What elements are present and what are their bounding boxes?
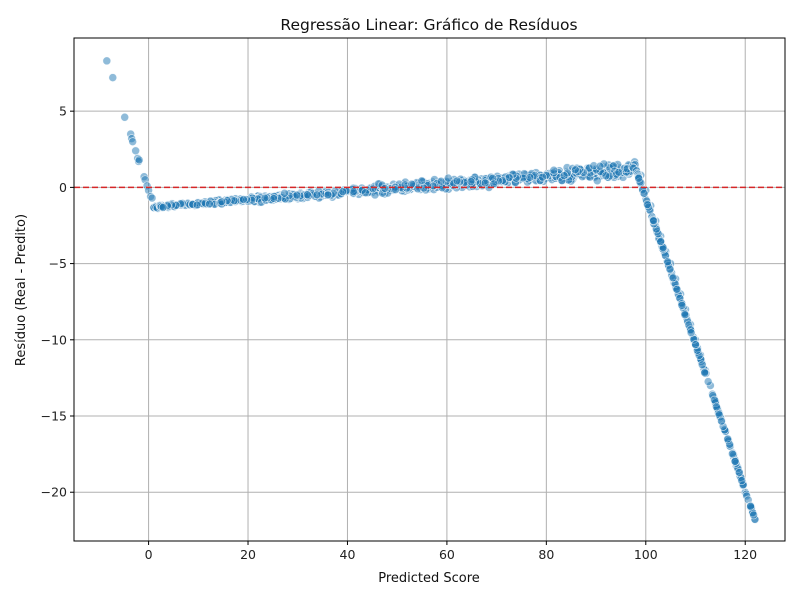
scatter-point bbox=[443, 173, 453, 183]
scatter-point bbox=[239, 195, 248, 204]
scatter-point bbox=[663, 257, 673, 267]
scatter-point bbox=[639, 189, 649, 198]
scatter-point bbox=[303, 190, 312, 200]
scatter-point bbox=[665, 264, 675, 274]
scatter-point bbox=[728, 449, 737, 459]
scatter-point bbox=[601, 171, 611, 181]
plot-frame bbox=[73, 37, 786, 542]
scatter-point bbox=[672, 285, 682, 294]
scatter-point bbox=[108, 73, 118, 82]
scatter-point bbox=[538, 172, 547, 182]
y-tick-label: 0 bbox=[59, 180, 67, 195]
y-tick-label: −10 bbox=[41, 332, 67, 347]
scatter-point bbox=[368, 184, 378, 194]
x-tick-label: 20 bbox=[240, 547, 256, 562]
scatter-point bbox=[700, 368, 710, 378]
scatter-point bbox=[147, 193, 157, 203]
scatter-point bbox=[158, 202, 168, 212]
scatter-point bbox=[717, 416, 726, 426]
x-tick-label: 0 bbox=[145, 547, 153, 562]
x-axis-label: Predicted Score bbox=[378, 571, 480, 586]
scatter-point bbox=[131, 146, 140, 156]
scatter-point bbox=[680, 310, 690, 320]
scatter-point bbox=[292, 190, 302, 200]
scatter-point bbox=[549, 165, 559, 175]
scatter-point bbox=[489, 179, 499, 189]
x-tick-label: 40 bbox=[340, 547, 356, 562]
y-axis-label: Resíduo (Real - Predito) bbox=[14, 214, 29, 366]
points-layer bbox=[102, 56, 760, 524]
scatter-point bbox=[677, 300, 687, 310]
x-tick-label: 120 bbox=[733, 547, 757, 562]
scatter-point bbox=[102, 56, 112, 66]
scatter-point bbox=[269, 194, 279, 203]
scatter-point bbox=[338, 187, 348, 196]
scatter-point bbox=[691, 340, 700, 349]
y-tick-label: −5 bbox=[49, 256, 67, 271]
scatter-point bbox=[614, 167, 624, 177]
x-tick-label: 100 bbox=[634, 547, 658, 562]
scatter-point bbox=[120, 112, 130, 122]
scatter-point bbox=[205, 199, 214, 209]
scatter-point bbox=[697, 360, 707, 370]
scatter-point bbox=[452, 176, 462, 186]
x-tick-label: 60 bbox=[439, 547, 455, 562]
scatter-point bbox=[595, 161, 605, 171]
scatter-point bbox=[380, 184, 390, 193]
scatter-point bbox=[730, 457, 740, 466]
scatter-point bbox=[592, 176, 602, 186]
scatter-point bbox=[312, 190, 322, 200]
scatter-point bbox=[559, 171, 569, 180]
scatter-point bbox=[749, 510, 758, 520]
scatter-point bbox=[571, 165, 580, 174]
scatter-point bbox=[686, 328, 696, 338]
scatter-point bbox=[128, 137, 137, 146]
chart-title: Regressão Linear: Gráfico de Resíduos bbox=[280, 16, 577, 34]
scatter-point bbox=[417, 176, 427, 186]
y-tick-label: −15 bbox=[41, 409, 67, 424]
scatter-point bbox=[735, 468, 744, 477]
scatter-point bbox=[192, 200, 202, 210]
scatter-point bbox=[712, 402, 721, 412]
y-tick-label: 5 bbox=[59, 104, 67, 119]
scatter-point bbox=[349, 187, 358, 196]
scatter-point bbox=[634, 174, 643, 183]
scatter-point bbox=[436, 176, 446, 186]
scatter-point bbox=[260, 193, 270, 203]
scatter-point bbox=[643, 200, 652, 209]
y-tick-label: −20 bbox=[41, 485, 67, 500]
ticks-layer: 0 20 40 60 80 100 120 5 0 −5 −10 −15 −20 bbox=[41, 104, 758, 562]
scatter-point bbox=[649, 216, 658, 226]
scatter-point bbox=[361, 188, 370, 197]
scatter-point bbox=[737, 476, 747, 485]
x-tick-label: 80 bbox=[538, 547, 554, 562]
scatter-point bbox=[217, 197, 226, 206]
scatter-point bbox=[668, 273, 678, 283]
scatter-point bbox=[323, 190, 333, 200]
scatter-point bbox=[656, 237, 665, 246]
scatter-point bbox=[723, 434, 733, 444]
scatter-point bbox=[703, 377, 713, 386]
scatter-point bbox=[504, 173, 514, 182]
scatter-point bbox=[525, 173, 535, 182]
scatter-point bbox=[466, 177, 476, 186]
scatter-point bbox=[480, 178, 490, 188]
scatter-point bbox=[280, 189, 289, 198]
scatter-point bbox=[134, 155, 144, 165]
scatter-point bbox=[746, 502, 755, 511]
